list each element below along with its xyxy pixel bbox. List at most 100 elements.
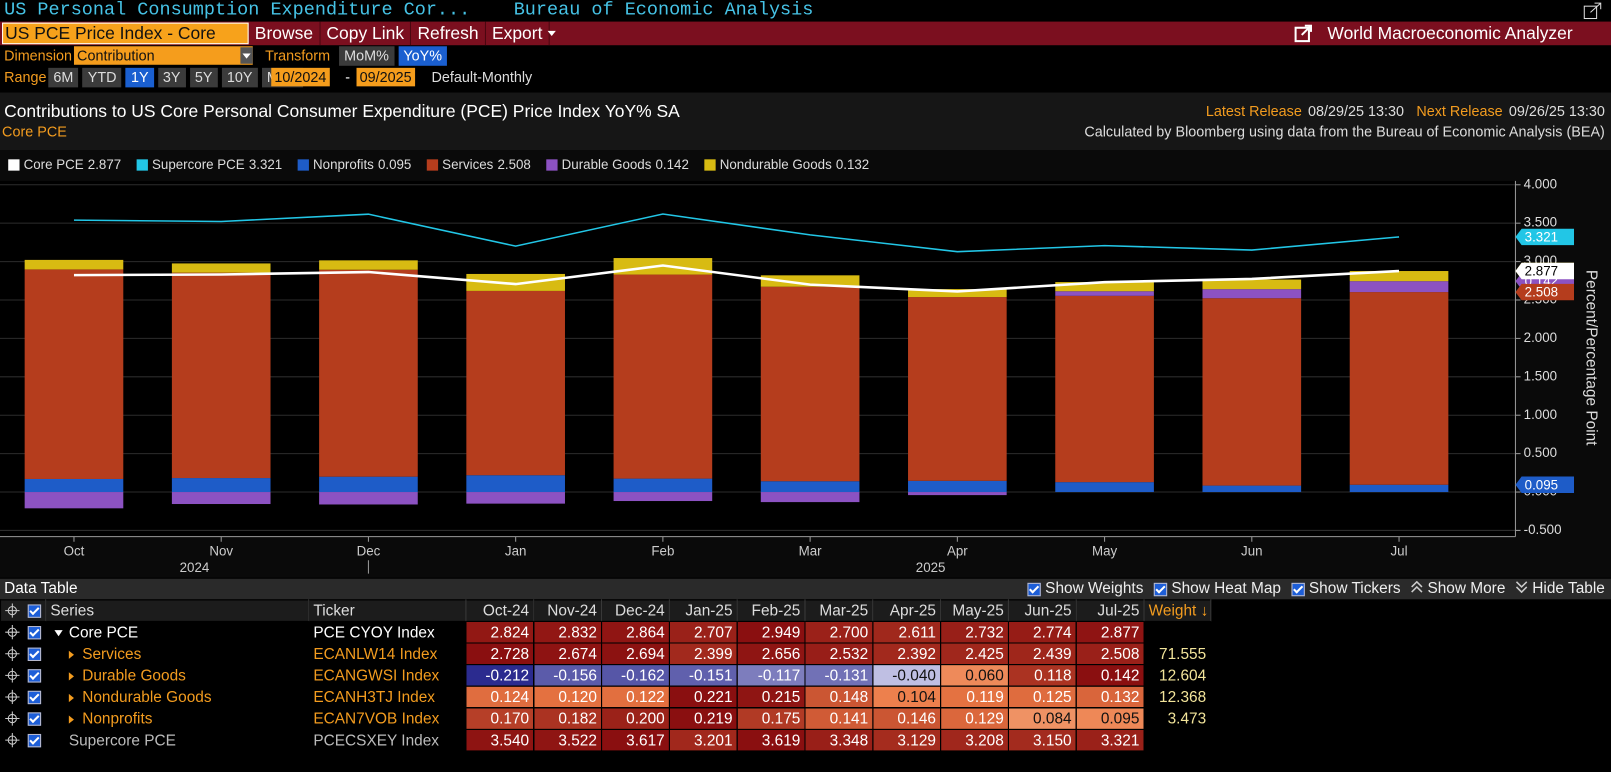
value-cell: 0.141 bbox=[804, 707, 874, 730]
table-option[interactable]: Show Tickers bbox=[1291, 580, 1401, 597]
checkbox[interactable] bbox=[27, 625, 42, 639]
next-release: 09/26/25 13:30 bbox=[1508, 102, 1605, 120]
legend-label: Durable Goods bbox=[562, 157, 652, 172]
x-tick-label: Jan bbox=[505, 544, 527, 559]
crosshair-icon[interactable] bbox=[5, 668, 20, 683]
dropdown-button[interactable] bbox=[240, 47, 253, 64]
bar-segment bbox=[1055, 295, 1154, 483]
value-cell: 0.084 bbox=[1007, 707, 1077, 730]
checkbox[interactable] bbox=[1153, 582, 1168, 596]
y-axis-label: Percent/Percentage Point bbox=[1582, 270, 1599, 446]
bar-segment bbox=[319, 269, 418, 477]
weight-cell: 12.368 bbox=[1143, 685, 1212, 709]
toolbar-button[interactable]: Copy Link bbox=[320, 21, 412, 46]
tree-toggle[interactable] bbox=[54, 629, 63, 636]
table-body: Core PCE PCE CYOY Index 2.824 2.832 2.864 2.7… bbox=[0, 620, 1212, 752]
crosshair-icon[interactable] bbox=[5, 603, 20, 618]
toolbar-button[interactable]: Refresh bbox=[411, 21, 486, 46]
range-button[interactable]: 5Y bbox=[189, 67, 218, 88]
bar-segment bbox=[171, 492, 271, 505]
chart: Percent/Percentage Point -0.5000.0000.50… bbox=[0, 92, 1611, 578]
series-cell: Services bbox=[45, 642, 310, 666]
crosshair-icon[interactable] bbox=[5, 689, 20, 705]
security-input[interactable]: US PCE Price Index - Core bbox=[2, 22, 249, 45]
checkbox[interactable] bbox=[27, 733, 42, 747]
tree-toggle[interactable] bbox=[68, 714, 74, 724]
toolbar-button[interactable]: Browse bbox=[249, 21, 321, 46]
series-name: Nondurable Goods bbox=[82, 688, 212, 706]
value-cell: 2.877 bbox=[1075, 620, 1145, 644]
value-cell: 2.399 bbox=[668, 642, 738, 666]
crosshair-icon[interactable] bbox=[5, 646, 20, 661]
bar-segment bbox=[760, 275, 860, 287]
column-header: Apr-25 bbox=[872, 599, 942, 622]
checkbox[interactable] bbox=[27, 668, 42, 683]
app-name[interactable]: World Macroeconomic Analyzer bbox=[1327, 23, 1573, 44]
value-cell: 3.150 bbox=[1007, 728, 1077, 752]
checkbox[interactable] bbox=[27, 711, 42, 726]
value-cell: 0.120 bbox=[533, 685, 603, 709]
legend-swatch bbox=[136, 159, 148, 171]
value-cell: 2.700 bbox=[804, 620, 874, 644]
x-tick-label: Apr bbox=[947, 544, 968, 559]
transform-button[interactable]: MoM% bbox=[339, 46, 395, 66]
tree-toggle[interactable] bbox=[68, 650, 74, 659]
data-table: Series Ticker Oct-24 Nov-24 Dec-24 Jan-25 Feb-… bbox=[0, 599, 1212, 752]
legend-label: Services bbox=[442, 157, 493, 172]
end-date[interactable]: 09/2025 bbox=[356, 67, 415, 87]
range-button[interactable]: 1Y bbox=[125, 67, 154, 88]
data-table-bar: Data Table Show Weights Show Heat Map Sh… bbox=[0, 578, 1611, 600]
dropdown-arrow[interactable] bbox=[547, 30, 556, 36]
bar-segment bbox=[24, 492, 124, 509]
crosshair-icon[interactable] bbox=[5, 732, 20, 748]
crosshair-icon[interactable] bbox=[5, 711, 20, 726]
table-row: Durable Goods ECANGWSI Index -0.212 -0.156-… bbox=[0, 664, 1212, 687]
tree-toggle[interactable] bbox=[68, 693, 74, 702]
value-cell: 0.132 bbox=[1075, 685, 1145, 709]
row-controls bbox=[0, 664, 47, 687]
range-button[interactable]: 6M bbox=[48, 67, 79, 88]
transform-button[interactable]: YoY% bbox=[398, 46, 448, 66]
transform-buttons: MoM% YoY% bbox=[339, 46, 448, 66]
range-button[interactable]: 3Y bbox=[157, 67, 186, 88]
tree-toggle[interactable] bbox=[68, 671, 74, 681]
weight-cell: 71.555 bbox=[1143, 642, 1212, 666]
series-name: Supercore PCE bbox=[68, 731, 176, 749]
legend-value: 2.508 bbox=[497, 157, 530, 172]
app-icon[interactable] bbox=[1294, 24, 1313, 44]
table-option[interactable]: Show Weights bbox=[1027, 580, 1143, 597]
table-link[interactable]: Show More bbox=[1411, 580, 1505, 597]
bar-segment bbox=[1055, 282, 1154, 292]
value-cell: 3.208 bbox=[940, 728, 1009, 752]
toolbar-button[interactable]: Export bbox=[486, 21, 550, 46]
table-row: Nondurable Goods ECANH3TJ Index 0.124 0.120… bbox=[0, 685, 1212, 709]
table-option[interactable]: Show Heat Map bbox=[1153, 579, 1281, 598]
table-head: Series Ticker Oct-24 Nov-24 Dec-24 Jan-25 Feb-… bbox=[0, 599, 1212, 622]
start-date[interactable]: 10/2024 bbox=[271, 67, 330, 87]
value-cell: 0.142 bbox=[1075, 664, 1145, 687]
dimension-dropdown[interactable]: Contribution bbox=[73, 46, 253, 65]
range-button[interactable]: YTD bbox=[82, 67, 122, 88]
legend-label: Core PCE bbox=[24, 157, 84, 172]
checkbox[interactable] bbox=[27, 603, 42, 618]
icon-lines bbox=[5, 624, 20, 640]
checkbox[interactable] bbox=[1027, 582, 1041, 596]
range-button[interactable]: 10Y bbox=[221, 67, 258, 88]
option-label: Show Heat Map bbox=[1171, 579, 1281, 598]
column-header: Dec-24 bbox=[601, 599, 670, 622]
legend-value: 2.877 bbox=[88, 157, 121, 172]
bar-segment bbox=[760, 492, 860, 503]
column-header: Feb-25 bbox=[736, 599, 806, 622]
bar-segment bbox=[908, 289, 1007, 298]
bar-segment bbox=[466, 273, 565, 291]
table-link[interactable]: Hide Table bbox=[1516, 580, 1605, 597]
chart-note: Calculated by Bloomberg using data from … bbox=[1084, 123, 1605, 140]
checkbox[interactable] bbox=[1291, 582, 1305, 596]
value-cell: -0.131 bbox=[804, 664, 874, 687]
crosshair-icon[interactable] bbox=[5, 624, 20, 640]
checkbox[interactable] bbox=[27, 690, 42, 704]
window-icon[interactable] bbox=[1582, 2, 1605, 21]
row-icons bbox=[5, 732, 42, 748]
checkbox[interactable] bbox=[27, 647, 42, 661]
year-label: 2025 bbox=[916, 560, 946, 575]
